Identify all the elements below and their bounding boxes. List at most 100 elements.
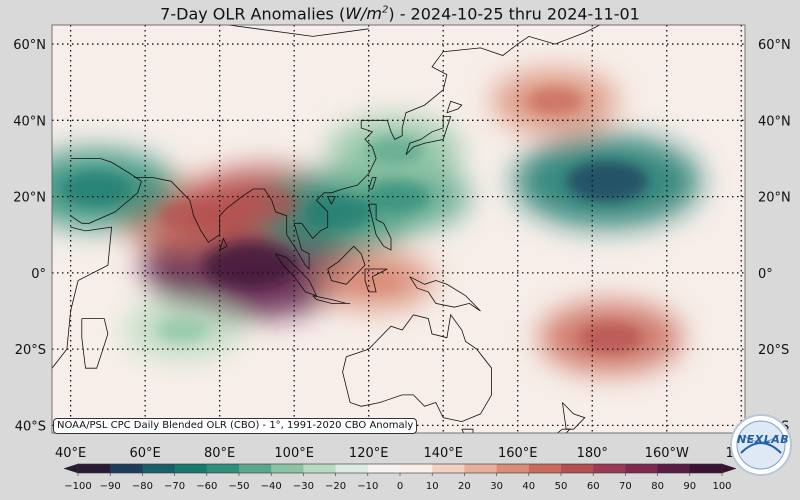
colorbar-tick-label: 10: [426, 481, 439, 492]
coastlines: [52, 25, 600, 433]
maritime-continent-positive-anomaly-core: [350, 267, 402, 294]
colorbar-segment: [239, 464, 272, 473]
coastline-segment: [52, 226, 113, 370]
colorbar-tick-label: 60: [587, 481, 600, 492]
colorbar-segment: [271, 464, 304, 473]
longitude-label: 100°E: [274, 446, 314, 461]
colorbar-segment: [625, 464, 659, 473]
colorbar-tick-label: −10: [357, 481, 378, 492]
coastline-segment: [81, 318, 109, 369]
latitude-label-left: 20°N: [13, 191, 46, 206]
bay-of-bengal-positive-anomaly-core: [231, 187, 298, 221]
colorbar-tick-label: −20: [325, 481, 346, 492]
colorbar-segment: [432, 464, 465, 473]
colorbar-tick-label: 90: [683, 481, 696, 492]
coastline-segment: [134, 25, 600, 270]
colorbar-tick-label: 80: [651, 481, 664, 492]
colorbar-segment: [593, 464, 626, 473]
south-china-sea-negative-anomaly-core: [303, 194, 375, 230]
colorbar-segment: [110, 464, 143, 473]
colorbar-segment: [689, 464, 723, 473]
east-china-sea-negative-anomaly-core: [365, 136, 425, 166]
colorbar-segment: [561, 464, 594, 473]
coastline-segment: [312, 295, 351, 304]
colorbar-segment: [206, 464, 240, 473]
latitude-label-left: 0°: [31, 267, 46, 282]
longitude-label: 80°E: [204, 446, 235, 461]
colorbar-tick-label: 20: [458, 481, 471, 492]
south-indian-negative-anomaly-core: [156, 317, 208, 343]
north-pacific-positive-anomaly-core: [527, 87, 583, 115]
latitude-label-right: 20°N: [758, 191, 791, 206]
latitude-label-left: 20°S: [15, 343, 46, 358]
coastline-segment: [275, 253, 318, 297]
colorbar-tick-label: −40: [261, 481, 282, 492]
longitude-label: 120°E: [349, 446, 389, 461]
colorbar-segment: [303, 464, 337, 473]
coastline-segment: [409, 276, 481, 312]
longitude-label: 40°E: [55, 446, 86, 461]
coastline-segment: [364, 268, 388, 293]
colorbar: −100 −90 −80 −70 −60 −50 −40 −30 −20 −10 0 10 20 30 40…: [63, 463, 737, 492]
colorbar-tick-label: −100: [64, 481, 91, 492]
colorbar-tick-label: 30: [490, 481, 503, 492]
colorbar-segment: [335, 464, 369, 473]
colorbar-segment: [367, 464, 401, 473]
data-source-note: NOAA/PSL CPC Daily Blended OLR (CBO) - 1…: [53, 418, 418, 434]
coastline-segment: [327, 245, 366, 285]
longitude-label: 60°E: [130, 446, 161, 461]
central-pacific-negative-anomaly-core: [566, 160, 649, 202]
longitude-label: 160°W: [645, 446, 689, 461]
map-title: 7-Day OLR Anomalies (W/m2) - 2024-10-25 …: [160, 4, 640, 24]
east-africa-negative-anomaly-core: [61, 171, 132, 207]
coastline-segment: [368, 177, 377, 190]
colorbar-tick-label: −60: [196, 481, 217, 492]
latitude-label-right: 60°N: [758, 38, 791, 53]
colorbar-tick-label: −30: [293, 481, 314, 492]
colorbar-tick-label: 70: [619, 481, 632, 492]
colorbar-tick-label: −90: [100, 481, 121, 492]
colorbar-tick-label: −70: [164, 481, 185, 492]
colorbar-segment: [400, 464, 433, 473]
coastline-segment: [368, 203, 392, 251]
coastline-segment: [342, 313, 492, 423]
coastline-segment: [327, 196, 336, 205]
colorbar-tick-label: 50: [555, 481, 568, 492]
colorbar-tick-label: 0: [397, 481, 403, 492]
arabian-sea-positive-anomaly-core: [158, 199, 222, 232]
colorbar-tick-label: −50: [228, 481, 249, 492]
coastline-segment: [562, 402, 586, 430]
latitude-label-left: 40°S: [15, 419, 46, 434]
colorbar-segment: [657, 464, 691, 473]
logo-wordmark: NEXLAB: [737, 433, 790, 446]
colorbar-segment: [78, 464, 111, 473]
colorbar-min-extend: [63, 463, 79, 474]
latitude-label-left: 60°N: [13, 38, 46, 53]
longitude-label: 160°E: [498, 446, 538, 461]
coastline-segment: [70, 158, 142, 224]
coastline-segment: [461, 428, 474, 433]
coastline-segment: [219, 237, 228, 251]
southern-pacific-positive-anomaly-core: [579, 322, 643, 354]
colorbar-segment: [528, 464, 562, 473]
longitude-label: 180°: [577, 446, 608, 461]
latitude-label-right: 40°N: [758, 114, 791, 129]
colorbar-segment: [142, 464, 176, 473]
colorbar-tick-label: 40: [522, 481, 535, 492]
nexlab-logo[interactable]: [729, 413, 793, 477]
colorbar-tick-label: −80: [132, 481, 153, 492]
coastline-segment: [556, 428, 571, 433]
colorbar-segment: [464, 464, 498, 473]
latitude-label-right: 0°: [758, 267, 773, 282]
coastline-segment: [446, 100, 463, 114]
latitude-label-right: 20°S: [758, 343, 789, 358]
indian-ocean-positive-anomaly-core: [202, 241, 297, 289]
longitude-label: 140°E: [423, 446, 463, 461]
colorbar-segment: [174, 464, 208, 473]
coastline-segment: [145, 25, 369, 37]
coastline-segment: [405, 116, 452, 155]
colorbar-tick-label: 100: [712, 481, 731, 492]
latitude-label-left: 40°N: [13, 114, 46, 129]
colorbar-segment: [496, 464, 530, 473]
